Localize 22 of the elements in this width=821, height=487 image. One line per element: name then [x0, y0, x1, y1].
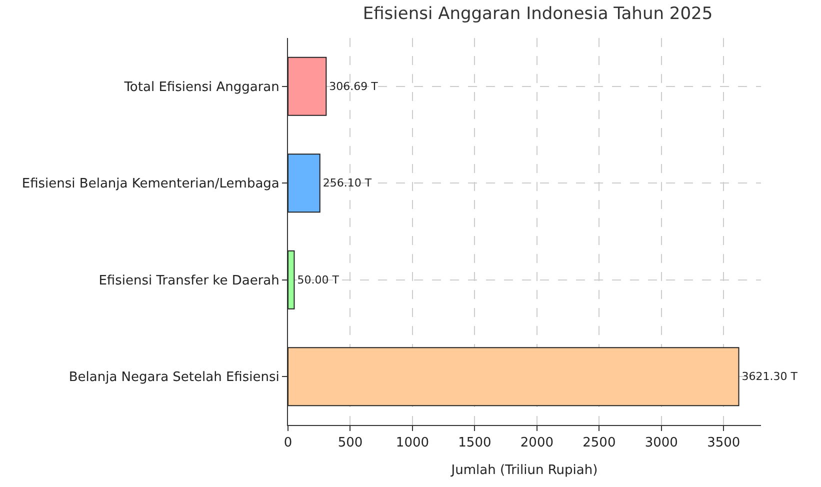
- data-label: 3621.30 T: [742, 370, 798, 384]
- y-tick-label: Efisiensi Transfer ke Daerah: [98, 273, 280, 288]
- x-tick-label: 3000: [644, 436, 678, 451]
- bar: [288, 250, 295, 310]
- x-tick-label: 0: [284, 436, 292, 451]
- x-tick-label: 500: [338, 436, 363, 451]
- bar: [288, 347, 740, 406]
- x-tick-label: 1000: [396, 436, 430, 451]
- y-tick-label: Belanja Negara Setelah Efisiensi: [68, 370, 280, 386]
- bar: [288, 56, 327, 116]
- x-tick-label: 3500: [707, 436, 740, 451]
- data-label: 256.10 T: [322, 176, 372, 190]
- x-tick-label: 2000: [520, 436, 554, 451]
- x-tick-label: 1500: [458, 436, 492, 451]
- x-tick-label: 2500: [582, 436, 616, 451]
- data-label: 50.00 T: [297, 273, 340, 286]
- bar: [288, 154, 320, 213]
- y-tick-label: Efisiensi Belanja Kementerian/Lembaga: [22, 176, 280, 192]
- data-label: 306.69 T: [329, 80, 378, 93]
- chart-title: Efisiensi Anggaran Indonesia Tahun 2025: [362, 4, 713, 24]
- x-axis-title: Jumlah (Triliun Rupiah): [450, 463, 598, 478]
- y-tick-label: Total Efisiensi Anggaran: [123, 80, 280, 95]
